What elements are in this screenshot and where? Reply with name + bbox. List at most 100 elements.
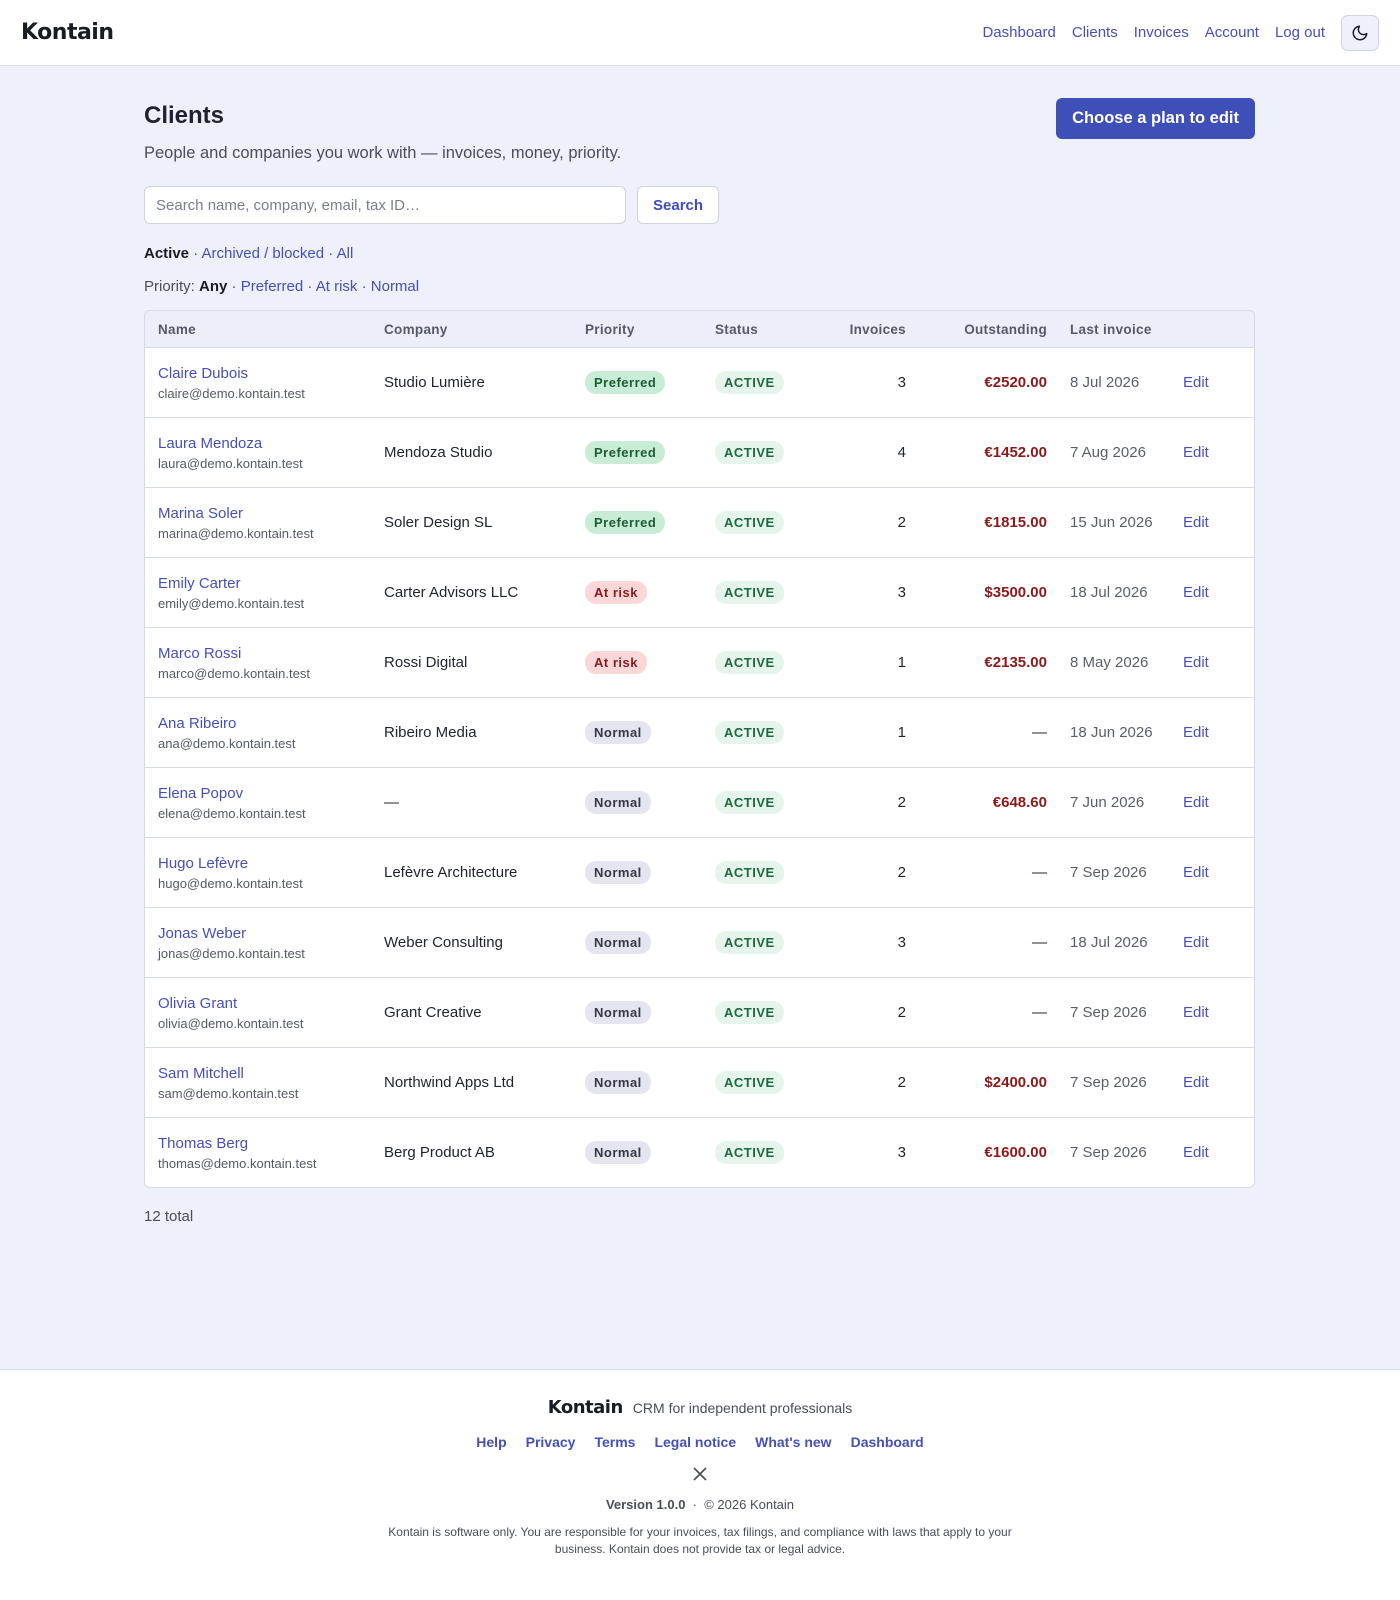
footer-link[interactable]: Legal notice xyxy=(654,1434,737,1450)
top-bar: Kontain Dashboard Clients Invoices Account L… xyxy=(0,0,1400,66)
client-name[interactable]: Sam Mitchell xyxy=(158,1064,244,1082)
priority-filter[interactable]: Normal xyxy=(370,278,420,295)
client-row: Marco Rossi marco@demo.kontain.test Rossi … xyxy=(145,627,1254,697)
priority-filter[interactable]: Preferred xyxy=(240,278,304,295)
x-icon[interactable] xyxy=(692,1466,708,1482)
table-header: Name Company Priority Status Invoices Outstan… xyxy=(145,311,1254,347)
invoice-count: 1 xyxy=(897,654,906,671)
edit-link[interactable]: Edit xyxy=(1183,654,1209,671)
priority-badge: Preferred xyxy=(585,511,666,534)
edit-link[interactable]: Edit xyxy=(1183,444,1209,461)
edit-link[interactable]: Edit xyxy=(1183,724,1209,741)
last-invoice: 18 Jul 2026 xyxy=(1070,584,1148,601)
edit-link[interactable]: Edit xyxy=(1183,864,1209,881)
name-cell: Claire Dubois claire@demo.kontain.test xyxy=(158,365,384,401)
name-cell: Emily Carter emily@demo.kontain.test xyxy=(158,575,384,611)
priority-badge: Normal xyxy=(585,861,651,884)
last-invoice: 7 Sep 2026 xyxy=(1070,1074,1147,1091)
column-header: Priority xyxy=(585,321,635,337)
status-filter[interactable]: Archived / blocked xyxy=(201,245,325,262)
client-email: thomas@demo.kontain.test xyxy=(158,1155,317,1171)
footer-link[interactable]: Terms xyxy=(594,1434,636,1450)
nav-link[interactable]: Dashboard xyxy=(982,24,1056,41)
outstanding: — xyxy=(1032,1004,1047,1021)
brand[interactable]: Kontain xyxy=(21,20,114,45)
status-cell: ACTIVE xyxy=(715,1071,810,1094)
edit-link[interactable]: Edit xyxy=(1183,794,1209,811)
priority-cell: Normal xyxy=(585,791,715,814)
column-header: Name xyxy=(158,321,196,337)
edit-link[interactable]: Edit xyxy=(1183,1074,1209,1091)
client-name[interactable]: Elena Popov xyxy=(158,784,244,802)
nav-link[interactable]: Clients xyxy=(1071,24,1118,41)
nav-link[interactable]: Log out xyxy=(1274,24,1325,41)
company: Weber Consulting xyxy=(384,934,503,951)
footer: Kontain CRM for independent professionals… xyxy=(0,1369,1400,1600)
status-cell: ACTIVE xyxy=(715,721,810,744)
client-name[interactable]: Ana Ribeiro xyxy=(158,714,237,732)
status-cell: ACTIVE xyxy=(715,511,810,534)
client-name[interactable]: Marco Rossi xyxy=(158,644,242,662)
client-row: Hugo Lefèvre hugo@demo.kontain.test Lefèvr… xyxy=(145,837,1254,907)
edit-link[interactable]: Edit xyxy=(1183,584,1209,601)
priority-cell: Preferred xyxy=(585,371,715,394)
status-badge: ACTIVE xyxy=(715,791,784,814)
client-email: ana@demo.kontain.test xyxy=(158,735,296,751)
search-input[interactable]: Search name, company, email, tax ID… xyxy=(144,186,626,224)
copyright: © 2026 Kontain xyxy=(704,1497,795,1512)
company: Berg Product AB xyxy=(384,1144,495,1161)
priority-label: Priority: xyxy=(144,278,195,295)
edit-link[interactable]: Edit xyxy=(1183,374,1209,391)
footer-link[interactable]: Dashboard xyxy=(850,1434,924,1450)
client-row: Marina Soler marina@demo.kontain.test Sole… xyxy=(145,487,1254,557)
footer-link[interactable]: What's new xyxy=(755,1434,832,1450)
status-cell: ACTIVE xyxy=(715,791,810,814)
theme-toggle[interactable] xyxy=(1341,14,1379,51)
social xyxy=(0,1466,1400,1487)
outstanding: $2400.00 xyxy=(984,1074,1047,1091)
priority-filter[interactable]: Any xyxy=(199,278,228,295)
client-name[interactable]: Olivia Grant xyxy=(158,994,238,1012)
version-line: Version 1.0.0 · © 2026 Kontain xyxy=(605,1497,795,1512)
client-name[interactable]: Claire Dubois xyxy=(158,364,249,382)
priority-filter[interactable]: At risk xyxy=(315,278,358,295)
last-invoice: 18 Jun 2026 xyxy=(1070,724,1153,741)
client-name[interactable]: Laura Mendoza xyxy=(158,434,263,452)
edit-link[interactable]: Edit xyxy=(1183,1144,1209,1161)
outstanding: €2520.00 xyxy=(984,374,1047,391)
cta-button[interactable]: Choose a plan to edit xyxy=(1056,98,1255,139)
footer-link[interactable]: Help xyxy=(476,1434,507,1450)
client-row: Jonas Weber jonas@demo.kontain.test Weber … xyxy=(145,907,1254,977)
nav-link[interactable]: Invoices xyxy=(1133,24,1189,41)
status-filter[interactable]: All xyxy=(336,245,354,262)
client-row: Ana Ribeiro ana@demo.kontain.test Ribeiro … xyxy=(145,697,1254,767)
status-filter[interactable]: Active xyxy=(144,245,190,262)
footer-link[interactable]: Privacy xyxy=(525,1434,576,1450)
client-name[interactable]: Emily Carter xyxy=(158,574,241,592)
status-cell: ACTIVE xyxy=(715,651,810,674)
company: Northwind Apps Ltd xyxy=(384,1074,515,1091)
client-name[interactable]: Hugo Lefèvre xyxy=(158,854,249,872)
search-button[interactable]: Search xyxy=(637,186,720,224)
edit-link[interactable]: Edit xyxy=(1183,514,1209,531)
clients-table: Name Company Priority Status Invoices Outstan… xyxy=(144,310,1255,1188)
client-name[interactable]: Marina Soler xyxy=(158,504,244,522)
client-name[interactable]: Jonas Weber xyxy=(158,924,247,942)
edit-link[interactable]: Edit xyxy=(1183,1004,1209,1021)
client-name[interactable]: Thomas Berg xyxy=(158,1134,249,1152)
column-header: Invoices xyxy=(849,321,906,337)
priority-cell: Normal xyxy=(585,1001,715,1024)
edit-link[interactable]: Edit xyxy=(1183,934,1209,951)
outstanding: $3500.00 xyxy=(984,584,1047,601)
client-email: claire@demo.kontain.test xyxy=(158,385,305,401)
client-email: laura@demo.kontain.test xyxy=(158,455,303,471)
priority-badge: At risk xyxy=(585,581,647,604)
invoice-count: 2 xyxy=(897,794,906,811)
nav-link[interactable]: Account xyxy=(1204,24,1259,41)
outstanding: €1815.00 xyxy=(984,514,1047,531)
invoice-count: 4 xyxy=(897,444,906,461)
status-cell: ACTIVE xyxy=(715,371,810,394)
status-badge: ACTIVE xyxy=(715,651,784,674)
column-header: Status xyxy=(715,321,759,337)
name-cell: Marco Rossi marco@demo.kontain.test xyxy=(158,645,384,681)
